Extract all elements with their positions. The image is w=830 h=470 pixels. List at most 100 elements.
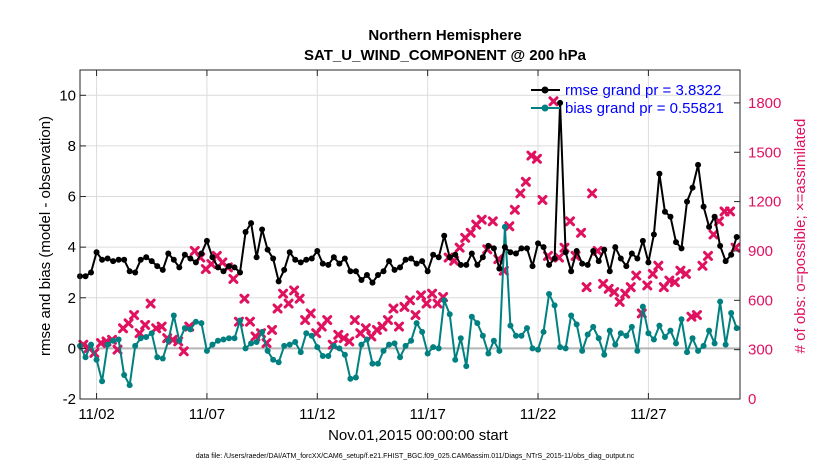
rmse-point: [369, 279, 376, 286]
rmse-point: [672, 239, 679, 246]
rmse-point: [562, 249, 569, 256]
obs-marker: [647, 268, 658, 279]
obs-marker-stroke: [416, 290, 427, 301]
obs-marker-stroke: [333, 329, 344, 340]
bias-point: [308, 332, 315, 339]
obs-marker: [283, 298, 294, 309]
obs-marker: [360, 323, 371, 334]
y2-tick-label-2: 600: [748, 292, 773, 309]
obs-marker: [382, 315, 393, 326]
bias-point: [424, 350, 431, 357]
rmse-point: [535, 240, 542, 247]
obs-marker-stroke: [283, 298, 294, 309]
rmse-point: [601, 246, 608, 253]
y2-axis-label: # of obs: o=possible; ×=assimilated: [792, 119, 809, 354]
rmse-point: [628, 250, 635, 257]
rmse-point: [209, 254, 216, 261]
bias-point: [176, 337, 183, 344]
rmse-point: [463, 261, 470, 268]
footnote: data file: /Users/raeder/DAI/ATM_forcXX/…: [196, 453, 635, 460]
rmse-point: [330, 254, 337, 261]
rmse-point: [314, 247, 321, 254]
bias-point: [711, 340, 718, 347]
obs-marker-stroke: [267, 324, 278, 335]
obs-marker: [702, 250, 713, 261]
bias-point: [413, 320, 420, 327]
rmse-point: [413, 260, 420, 267]
rmse-point: [192, 259, 199, 266]
bias-point: [689, 335, 696, 342]
rmse-point: [358, 277, 365, 284]
obs-marker-stroke: [515, 188, 526, 199]
obs-marker-stroke: [95, 338, 106, 349]
rmse-point: [132, 269, 139, 276]
rmse-point: [214, 264, 221, 271]
obs-marker-stroke: [388, 303, 399, 314]
rmse-point: [225, 263, 232, 270]
obs-marker: [267, 324, 278, 335]
bias-point: [237, 317, 244, 324]
obs-marker: [675, 265, 686, 276]
rmse-point: [121, 256, 128, 263]
obs-marker: [294, 293, 305, 304]
chart-subtitle: SAT_U_WIND_COMPONENT @ 200 hPa: [304, 47, 587, 64]
bias-point: [143, 333, 150, 340]
obs-marker-stroke: [680, 268, 691, 279]
obs-marker-stroke: [289, 285, 300, 296]
obs-marker-stroke: [625, 282, 636, 293]
obs-marker-stroke: [691, 310, 702, 321]
bias-point: [330, 342, 337, 349]
rmse-point: [419, 258, 426, 265]
obs-marker: [531, 153, 542, 164]
obs-marker: [614, 296, 625, 307]
rmse-point: [281, 266, 288, 273]
bias-point: [380, 347, 387, 354]
obs-marker-stroke: [228, 273, 239, 284]
rmse-point: [557, 99, 564, 106]
obs-marker-stroke: [476, 214, 487, 225]
x-tick-label-1: 11/07: [189, 406, 225, 423]
x-tick-label-2: 11/12: [299, 406, 335, 423]
rmse-point: [540, 244, 547, 251]
bias-point: [325, 352, 332, 359]
obs-marker: [631, 270, 642, 281]
rmse-point: [391, 266, 398, 273]
obs-marker: [140, 319, 151, 330]
bias-point: [214, 337, 221, 344]
bias-point: [104, 341, 111, 348]
bias-point: [463, 363, 470, 370]
y2-tick-label-1: 300: [748, 342, 773, 359]
rmse-point: [645, 259, 652, 266]
rmse-point: [402, 256, 409, 263]
bias-point: [474, 320, 481, 327]
rmse-point: [639, 237, 646, 244]
rmse-point: [468, 250, 475, 257]
bias-point: [110, 337, 117, 344]
x-tick-label-4: 11/22: [520, 406, 556, 423]
y-tick-label-2: 2: [68, 290, 76, 307]
y-tick-label-3: 4: [68, 239, 76, 256]
rmse-point: [728, 251, 735, 258]
rmse-point: [551, 255, 558, 262]
rmse-point: [286, 249, 293, 256]
rmse-point: [695, 161, 702, 168]
bias-point: [303, 330, 310, 337]
bias-point: [374, 360, 381, 367]
bias-point: [319, 352, 326, 359]
rmse-point: [220, 268, 227, 275]
bias-point: [645, 330, 652, 337]
obs-marker-stroke: [178, 346, 189, 357]
bias-point: [220, 336, 227, 343]
obs-marker: [416, 290, 427, 301]
rmse-point: [347, 268, 354, 275]
obs-marker-stroke: [493, 254, 504, 265]
obs-marker-stroke: [349, 315, 360, 326]
rmse-point: [203, 237, 210, 244]
obs-marker-stroke: [217, 257, 228, 268]
obs-marker-stroke: [576, 227, 587, 238]
legend: rmse grand pr = 3.8322 bias grand pr = 0…: [531, 82, 724, 117]
obs-marker: [129, 310, 140, 321]
obs-marker-stroke: [261, 338, 272, 349]
rmse-point: [579, 260, 586, 267]
